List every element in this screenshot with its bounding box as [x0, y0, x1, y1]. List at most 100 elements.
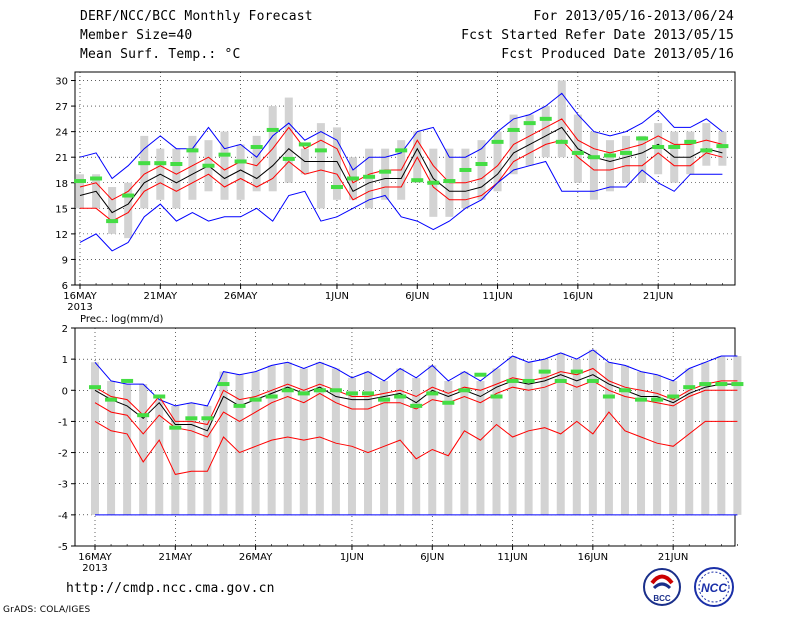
spread-box	[331, 368, 340, 515]
spread-box	[220, 131, 229, 200]
obs-marker	[218, 152, 231, 157]
x-tick-label: 16JUN	[563, 291, 593, 302]
obs-marker	[106, 219, 119, 224]
y-tick-label: -1	[58, 417, 68, 428]
spread-box	[717, 356, 726, 515]
spread-box	[381, 148, 390, 200]
spread-box	[620, 365, 629, 515]
spread-box	[572, 359, 581, 515]
obs-marker	[329, 388, 342, 393]
spread-box	[315, 362, 324, 515]
spread-box	[316, 123, 325, 209]
obs-marker	[618, 388, 631, 393]
grads-credit: GrADS: COLA/IGES	[3, 605, 91, 615]
obs-marker	[202, 163, 215, 168]
spread-box	[187, 402, 196, 515]
obs-marker	[636, 136, 649, 141]
x-tick-year: 2013	[67, 302, 92, 313]
spread-box	[702, 123, 711, 166]
y-tick-label: -5	[58, 542, 68, 553]
obs-marker	[538, 369, 551, 374]
spread-box	[525, 114, 534, 166]
obs-marker	[651, 397, 664, 402]
obs-marker	[475, 162, 488, 167]
spread-box	[428, 365, 437, 515]
obs-marker	[667, 394, 680, 399]
spread-box	[604, 362, 613, 515]
x-tick-label: 16MAY	[78, 552, 112, 563]
obs-marker	[699, 382, 712, 387]
spread-box	[107, 380, 116, 515]
forecast-period: For 2013/05/16-2013/06/24	[533, 9, 734, 24]
x-tick-label: 21JUN	[658, 552, 688, 563]
obs-marker	[186, 148, 199, 153]
x-tick-label: 11JUN	[482, 291, 512, 302]
x-tick-label: 1JUN	[325, 291, 349, 302]
plot-frame	[74, 71, 736, 286]
y-tick-label: 0	[62, 386, 68, 397]
spread-box	[477, 140, 486, 200]
spread-box	[283, 362, 292, 515]
start-refer-date: Fcst Started Refer Date 2013/05/15	[461, 28, 734, 43]
spread-box	[123, 384, 132, 515]
obs-marker	[427, 180, 440, 185]
spread-box	[460, 371, 469, 515]
variable-label: Mean Surf. Temp.: °C	[80, 47, 241, 62]
obs-marker	[154, 161, 167, 166]
obs-marker	[410, 403, 423, 408]
spread-box	[638, 135, 647, 183]
obs-marker	[217, 382, 230, 387]
spread-box	[701, 362, 710, 515]
y-tick-label: 18	[55, 179, 68, 190]
spread-box	[284, 97, 293, 183]
y-tick-label: 24	[55, 128, 68, 139]
spread-box	[299, 368, 308, 515]
member-size-label: Member Size=40	[80, 28, 193, 43]
spread-box	[172, 148, 181, 209]
obs-marker	[362, 391, 375, 396]
obs-marker	[138, 161, 151, 166]
x-tick-label: 21MAY	[159, 552, 193, 563]
x-tick-label: 16MAY	[63, 291, 97, 302]
spread-box	[171, 405, 180, 515]
spread-box	[124, 182, 133, 239]
spread-box	[396, 368, 405, 515]
spread-box	[589, 131, 598, 200]
spread-box	[541, 106, 550, 158]
obs-marker	[313, 388, 326, 393]
x-tick-label: 16JUN	[578, 552, 608, 563]
obs-marker	[395, 148, 408, 153]
spread-box	[492, 368, 501, 515]
spread-box	[508, 356, 517, 515]
obs-marker	[522, 378, 535, 383]
spread-box	[203, 405, 212, 515]
obs-marker	[715, 382, 728, 387]
obs-marker	[137, 413, 150, 418]
series-line-min	[79, 160, 723, 252]
obs-marker	[378, 397, 391, 402]
obs-marker	[298, 142, 311, 147]
spread-box	[91, 362, 99, 515]
y-tick-label: 1	[62, 355, 68, 366]
obs-marker	[297, 391, 310, 396]
obs-marker	[700, 148, 713, 153]
x-tick-label: 1JUN	[340, 552, 364, 563]
obs-marker	[170, 162, 183, 167]
obs-marker	[90, 176, 103, 181]
obs-marker	[266, 127, 279, 132]
spread-box	[669, 380, 678, 515]
obs-marker	[474, 372, 487, 377]
spread-box	[476, 380, 485, 515]
obs-marker	[603, 153, 616, 158]
y-tick-label: 6	[62, 281, 68, 292]
y-tick-label: 21	[55, 153, 68, 164]
obs-marker	[571, 150, 584, 155]
spread-box	[155, 399, 164, 515]
obs-marker	[121, 378, 134, 383]
obs-marker	[234, 159, 247, 164]
spread-box	[637, 371, 646, 515]
